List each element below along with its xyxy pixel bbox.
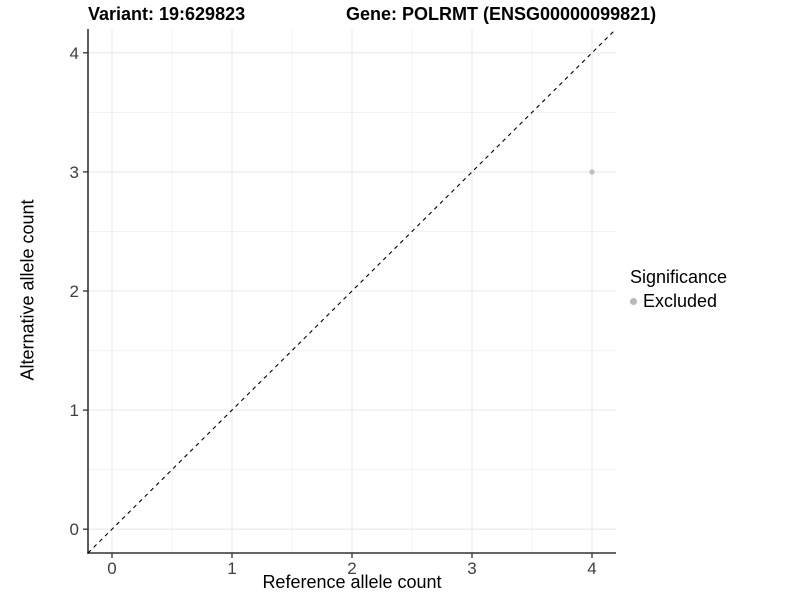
legend-title: Significance — [630, 267, 728, 287]
data-point — [589, 169, 595, 175]
y-tick-label: 3 — [70, 163, 79, 182]
y-tick-label: 1 — [70, 401, 79, 420]
legend-item-excluded: Excluded — [630, 291, 727, 312]
x-tick-label: 3 — [467, 559, 476, 578]
y-axis-title: Alternative allele count — [17, 199, 38, 381]
x-tick-label: 2 — [347, 559, 356, 578]
x-tick-label: 0 — [107, 559, 116, 578]
y-tick-label: 4 — [70, 44, 79, 63]
y-tick-label: 2 — [70, 282, 79, 301]
plot-title-gene: Gene: POLRMT (ENSG00000099821) — [346, 4, 657, 24]
y-tick-label: 0 — [70, 520, 79, 539]
x-axis-title: Reference allele count — [262, 572, 442, 592]
plot-title-variant: Variant: 19:629823 — [88, 4, 246, 24]
identity-line — [87, 28, 617, 554]
legend: Significance Excluded — [630, 267, 727, 312]
legend-point-icon — [630, 298, 637, 305]
legend-item-label: Excluded — [643, 291, 718, 311]
x-tick-label: 4 — [587, 559, 596, 578]
x-tick-label: 1 — [227, 559, 236, 578]
